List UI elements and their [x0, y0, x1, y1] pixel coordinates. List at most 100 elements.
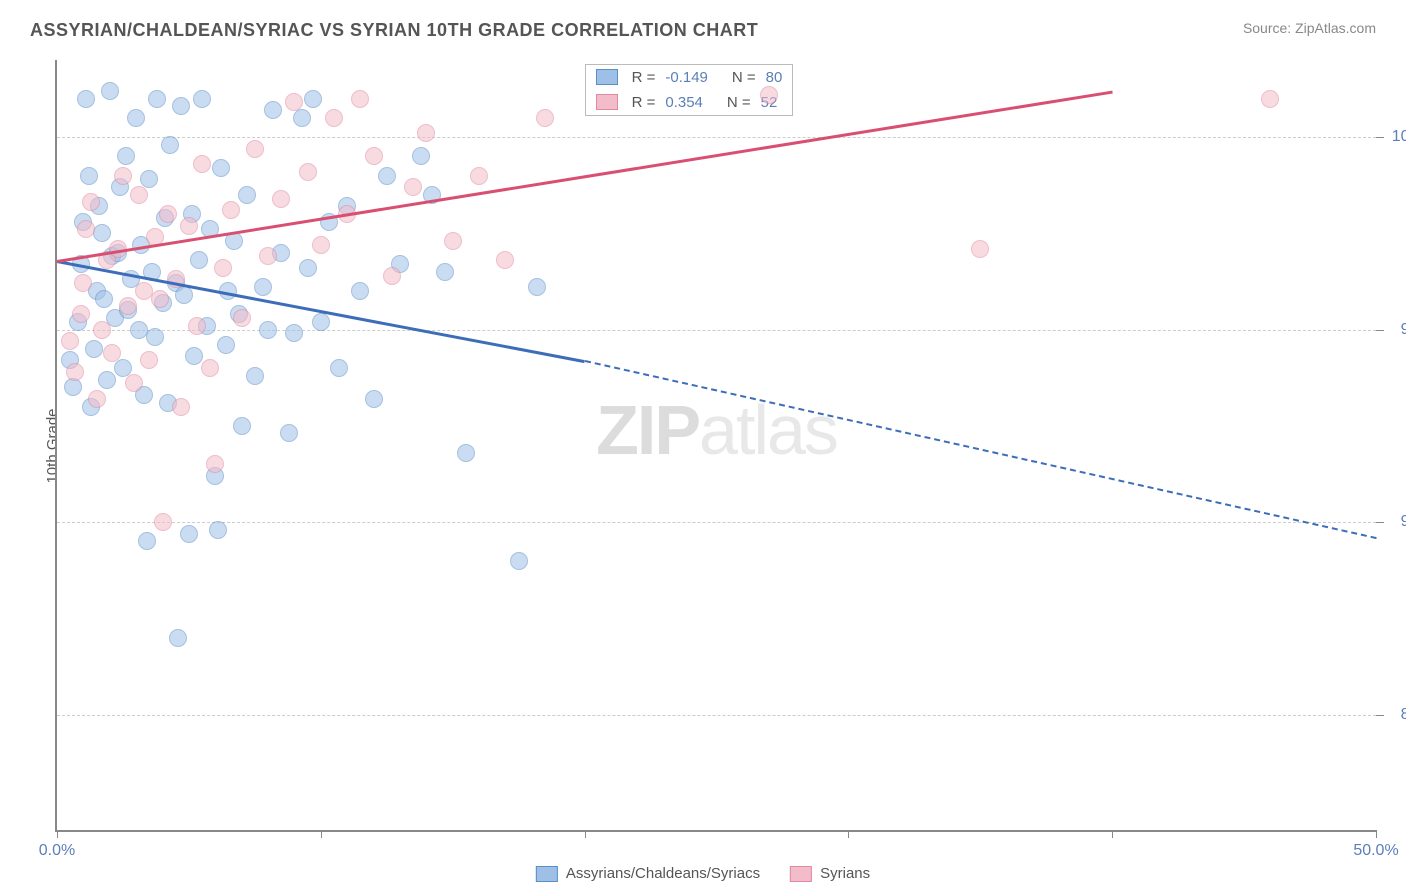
- data-point: [436, 263, 454, 281]
- data-point: [169, 629, 187, 647]
- data-point: [528, 278, 546, 296]
- legend-swatch: [596, 94, 618, 110]
- x-tick: [1112, 830, 1113, 838]
- data-point: [496, 251, 514, 269]
- data-point: [154, 513, 172, 531]
- data-point: [312, 313, 330, 331]
- data-point: [312, 236, 330, 254]
- data-point: [365, 390, 383, 408]
- data-point: [64, 378, 82, 396]
- data-point: [233, 417, 251, 435]
- x-tick: [848, 830, 849, 838]
- data-point: [404, 178, 422, 196]
- chart-source: Source: ZipAtlas.com: [1243, 20, 1376, 36]
- data-point: [233, 309, 251, 327]
- data-point: [185, 347, 203, 365]
- y-tick: [1376, 715, 1384, 716]
- x-tick-label: 0.0%: [39, 842, 75, 860]
- data-point: [88, 390, 106, 408]
- data-point: [209, 521, 227, 539]
- stat-r-label: R =: [632, 94, 656, 111]
- data-point: [66, 363, 84, 381]
- data-point: [114, 167, 132, 185]
- data-point: [77, 220, 95, 238]
- data-point: [330, 359, 348, 377]
- data-point: [1261, 90, 1279, 108]
- data-point: [180, 217, 198, 235]
- data-point: [470, 167, 488, 185]
- y-tick: [1376, 137, 1384, 138]
- data-point: [238, 186, 256, 204]
- watermark: ZIPatlas: [596, 390, 837, 470]
- stat-r-value: -0.149: [665, 69, 708, 86]
- data-point: [138, 532, 156, 550]
- data-point: [259, 321, 277, 339]
- y-tick: [1376, 330, 1384, 331]
- data-point: [201, 359, 219, 377]
- trend-line: [57, 91, 1113, 263]
- data-point: [272, 190, 290, 208]
- data-point: [325, 109, 343, 127]
- y-tick: [1376, 522, 1384, 523]
- data-point: [293, 109, 311, 127]
- legend-swatch: [790, 866, 812, 882]
- data-point: [259, 247, 277, 265]
- data-point: [103, 344, 121, 362]
- data-point: [365, 147, 383, 165]
- data-point: [246, 140, 264, 158]
- x-tick: [1376, 830, 1377, 838]
- data-point: [457, 444, 475, 462]
- data-point: [172, 398, 190, 416]
- data-point: [93, 321, 111, 339]
- data-point: [299, 259, 317, 277]
- data-point: [190, 251, 208, 269]
- data-point: [971, 240, 989, 258]
- data-point: [188, 317, 206, 335]
- data-point: [280, 424, 298, 442]
- stat-n-label: N =: [732, 69, 756, 86]
- data-point: [536, 109, 554, 127]
- gridline-h: [57, 715, 1376, 716]
- data-point: [180, 525, 198, 543]
- data-point: [72, 305, 90, 323]
- data-point: [760, 86, 778, 104]
- data-point: [351, 90, 369, 108]
- data-point: [159, 205, 177, 223]
- data-point: [299, 163, 317, 181]
- data-point: [140, 351, 158, 369]
- data-point: [264, 101, 282, 119]
- data-point: [80, 167, 98, 185]
- data-point: [82, 193, 100, 211]
- data-point: [246, 367, 264, 385]
- data-point: [222, 201, 240, 219]
- data-point: [161, 136, 179, 154]
- data-point: [125, 374, 143, 392]
- legend-label: Syrians: [820, 865, 870, 882]
- y-tick-label: 90.0%: [1401, 513, 1406, 531]
- data-point: [146, 328, 164, 346]
- data-point: [212, 159, 230, 177]
- plot-area: 10th Grade ZIPatlas R =-0.149N =80R =0.3…: [55, 60, 1376, 832]
- data-point: [214, 259, 232, 277]
- y-tick-label: 85.0%: [1401, 706, 1406, 724]
- gridline-h: [57, 137, 1376, 138]
- gridline-h: [57, 330, 1376, 331]
- data-point: [351, 282, 369, 300]
- data-point: [444, 232, 462, 250]
- x-tick: [57, 830, 58, 838]
- legend-item: Assyrians/Chaldeans/Syriacs: [536, 865, 760, 882]
- chart-title: ASSYRIAN/CHALDEAN/SYRIAC VS SYRIAN 10TH …: [30, 20, 758, 41]
- data-point: [193, 90, 211, 108]
- gridline-h: [57, 522, 1376, 523]
- data-point: [417, 124, 435, 142]
- x-tick: [321, 830, 322, 838]
- x-tick-label: 50.0%: [1353, 842, 1398, 860]
- data-point: [74, 274, 92, 292]
- stat-n-label: N =: [727, 94, 751, 111]
- stat-r-label: R =: [632, 69, 656, 86]
- data-point: [193, 155, 211, 173]
- data-point: [217, 336, 235, 354]
- data-point: [95, 290, 113, 308]
- data-point: [175, 286, 193, 304]
- data-point: [285, 324, 303, 342]
